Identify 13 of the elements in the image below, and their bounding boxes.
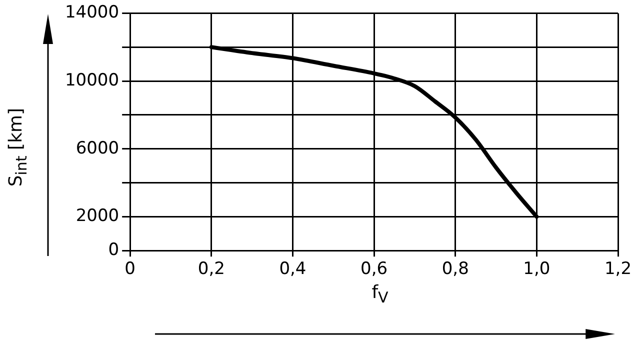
- x-tick-label: 0,2: [198, 259, 225, 280]
- y-tick-label: 0: [108, 240, 120, 260]
- x-axis-title: f$_{V}$: [370, 282, 390, 307]
- y-tick-label: 6000: [76, 138, 120, 158]
- x-tick-label: 0: [124, 259, 136, 280]
- x-tick-label: 0,8: [442, 259, 469, 280]
- x-tick-label: 0,4: [279, 259, 306, 280]
- y-tick-label: 14000: [64, 2, 120, 23]
- y-tick-label: 10000: [64, 70, 120, 90]
- x-tick-label: 1,2: [604, 259, 632, 280]
- x-tick-label: 1,0: [523, 259, 550, 280]
- y-tick-label: 2000: [76, 206, 120, 226]
- x-tick-label: 0,6: [360, 259, 388, 280]
